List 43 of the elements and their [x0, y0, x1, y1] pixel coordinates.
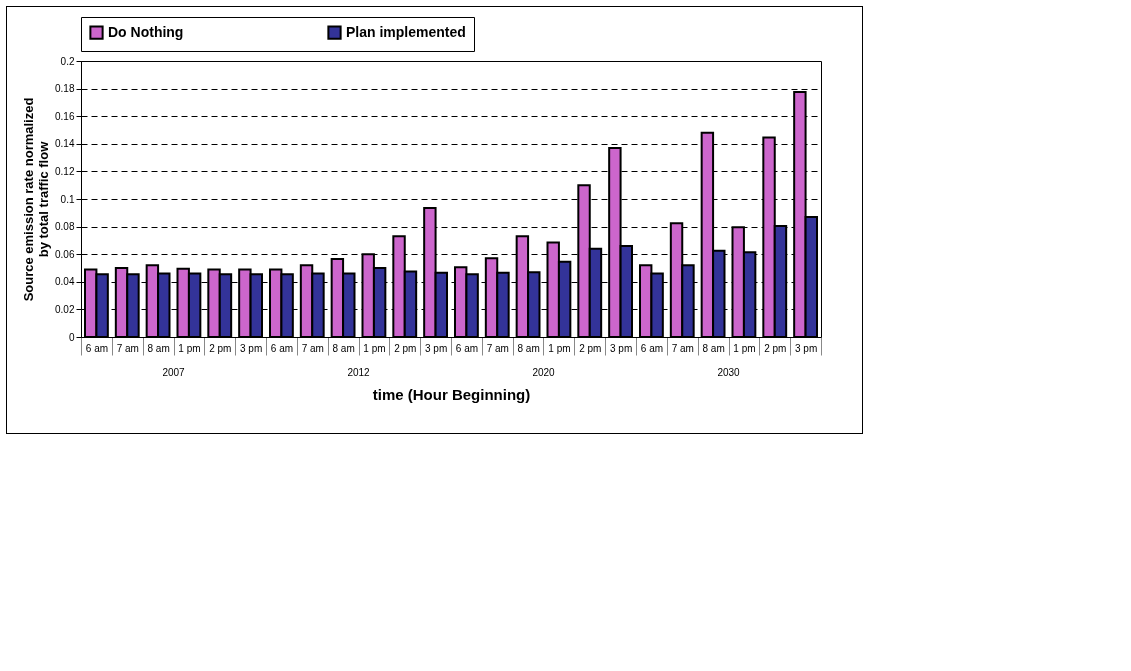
x-tick-label: 7 am	[301, 342, 324, 354]
y-tick-label: 0.16	[55, 110, 75, 122]
x-tick-label: 2 pm	[209, 342, 232, 354]
y-tick-label: 0.2	[60, 55, 75, 67]
y-tick-label: 0.18	[55, 83, 75, 95]
y-tick-label: 0.06	[55, 248, 75, 260]
x-tick-label: 2 pm	[764, 342, 787, 354]
x-tick-label: 6 am	[85, 342, 109, 354]
x-tick-label: 8 am	[332, 342, 355, 354]
y-tick-label: 0.04	[55, 276, 75, 288]
text: 2012	[347, 367, 371, 378]
x-tick-label: 7 am	[486, 342, 509, 354]
x-tick-label: 1 pm	[363, 342, 386, 354]
legend-label: Do Nothing	[108, 23, 184, 40]
x-tick-label: 3 pm	[794, 342, 818, 354]
x-tick-label: 3 pm	[239, 342, 263, 354]
legend-label: Plan implemented	[346, 23, 466, 40]
y-tick-label: 0	[68, 331, 75, 343]
y-tick-label: 0.1	[60, 193, 75, 205]
x-tick-label: 8 am	[147, 342, 170, 354]
text: 2007	[162, 367, 186, 378]
x-tick-label: 3 pm	[424, 342, 448, 354]
text: 2020	[532, 367, 556, 378]
text: 2030	[717, 367, 741, 378]
x-tick-label: 1 pm	[548, 342, 571, 354]
x-tick-label: 6 am	[640, 342, 664, 354]
y-tick-label: 0.08	[55, 221, 75, 233]
x-tick-label: 2 pm	[579, 342, 602, 354]
x-tick-label: 1 pm	[178, 342, 201, 354]
y-axis-title: Source emission rate normalized by total traffic flow	[21, 97, 52, 302]
x-tick-label: 2 pm	[394, 342, 417, 354]
y-tick-label: 0.12	[55, 165, 75, 177]
x-tick-label: 7 am	[671, 342, 694, 354]
x-tick-label: 7 am	[116, 342, 139, 354]
x-tick-label: 1 pm	[733, 342, 756, 354]
x-axis-title: time (Hour Beginning)	[372, 386, 531, 403]
x-tick-label: 3 pm	[609, 342, 633, 354]
x-tick-label: 6 am	[270, 342, 294, 354]
x-tick-label: 6 am	[455, 342, 479, 354]
y-tick-label: 0.02	[55, 303, 75, 315]
x-tick-label: 8 am	[517, 342, 540, 354]
y-tick-label: 0.14	[55, 138, 75, 150]
x-tick-label: 8 am	[702, 342, 725, 354]
